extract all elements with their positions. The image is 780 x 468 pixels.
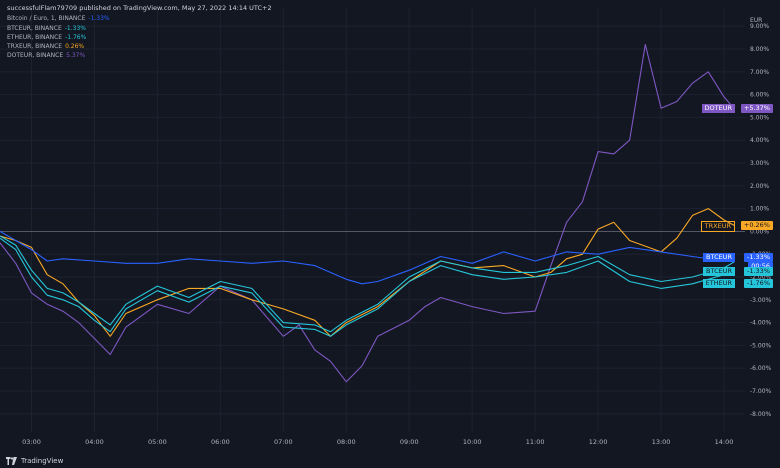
y-tick-label: 7.00% xyxy=(750,69,769,76)
tag-name-btc-2: BTCEUR xyxy=(703,267,735,277)
time-axis[interactable]: 03:00 04:00 05:00 06:00 07:00 08:00 09:00 10:00… xyxy=(22,438,733,446)
y-tick-label: 3.00% xyxy=(750,160,769,167)
legend-item[interactable]: Bitcoin / Euro, 1, BINANCE -1.33% xyxy=(7,15,110,22)
chart-grid xyxy=(0,8,745,432)
legend-value: -1.33% xyxy=(88,15,110,22)
tag-name-dot: DOTEUR xyxy=(701,104,735,114)
legend-label: BTCEUR, BINANCE xyxy=(7,25,62,32)
y-tick-label: 6.00% xyxy=(750,92,769,99)
legend-label: DOTEUR, BINANCE xyxy=(7,52,64,59)
x-tick-label: 13:00 xyxy=(652,438,671,446)
legend-label: TRXEUR, BINANCE xyxy=(7,43,63,50)
legend-label: ETHEUR, BINANCE xyxy=(7,34,63,41)
legend-item[interactable]: BTCEUR, BINANCE -1.33% xyxy=(7,25,86,32)
tradingview-logo-icon xyxy=(6,457,17,465)
y-tick-label: 9.00% xyxy=(750,23,769,30)
y-tick-label: -8.00% xyxy=(750,411,772,418)
x-tick-label: 07:00 xyxy=(274,438,293,446)
y-tick-label: 1.00% xyxy=(750,206,769,213)
x-tick-label: 06:00 xyxy=(211,438,230,446)
price-tag-btc: -1.33% xyxy=(744,253,773,263)
y-tick-label: 8.00% xyxy=(750,46,769,53)
price-tag-eth: -1.76% xyxy=(744,279,773,289)
y-tick-label: 0.00% xyxy=(750,228,769,235)
footer: TradingView xyxy=(0,454,780,468)
series-line-etheur xyxy=(0,237,735,337)
x-tick-label: 10:00 xyxy=(463,438,482,446)
legend-value: 5.37% xyxy=(66,52,86,59)
x-tick-label: 09:00 xyxy=(400,438,419,446)
price-tag-dot: +5.37% xyxy=(740,104,773,114)
y-tick-label: -6.00% xyxy=(750,365,772,372)
y-tick-label: 4.00% xyxy=(750,137,769,144)
x-tick-label: 14:00 xyxy=(715,438,734,446)
x-tick-label: 08:00 xyxy=(337,438,356,446)
y-tick-label: 2.00% xyxy=(750,183,769,190)
x-tick-label: 12:00 xyxy=(589,438,608,446)
y-tick-label: -4.00% xyxy=(750,320,772,327)
brand-name: TradingView xyxy=(21,457,64,465)
publisher-caption: successfulFlam79709 published on Trading… xyxy=(7,4,272,12)
legend-item[interactable]: TRXEUR, BINANCE 0.26% xyxy=(7,43,84,50)
tag-name-btc: BTCEUR xyxy=(703,253,735,263)
y-tick-label: -7.00% xyxy=(750,388,772,395)
x-tick-label: 11:00 xyxy=(526,438,545,446)
price-tag-trx: +0.26% xyxy=(740,220,773,230)
series-lines xyxy=(0,43,735,383)
axis-currency: EUR xyxy=(750,17,762,24)
legend-value: 0.26% xyxy=(65,43,85,50)
series-line-btceur xyxy=(0,235,735,333)
legend-value: -1.33% xyxy=(64,25,86,32)
series-line-doteur xyxy=(0,43,735,383)
y-tick-label: -3.00% xyxy=(750,297,772,304)
legend-item[interactable]: ETHEUR, BINANCE -1.76% xyxy=(7,34,86,41)
y-tick-label: -5.00% xyxy=(750,342,772,349)
legend-item[interactable]: DOTEUR, BINANCE 5.37% xyxy=(7,52,85,59)
y-tick-label: -2.00% xyxy=(750,274,772,281)
tag-name-trx: TRXEUR xyxy=(700,220,735,232)
x-tick-label: 03:00 xyxy=(22,438,41,446)
price-tag-btc-2: -1.33% xyxy=(744,267,773,277)
x-tick-label: 05:00 xyxy=(148,438,167,446)
bar-countdown: 00:56 xyxy=(748,262,773,272)
tag-name-eth: ETHEUR xyxy=(702,279,735,289)
legend-value: -1.76% xyxy=(65,34,87,41)
series-line-trxeur xyxy=(0,208,735,337)
y-tick-label: 5.00% xyxy=(750,114,769,121)
x-tick-label: 04:00 xyxy=(85,438,104,446)
series-line-bitcoin-euro xyxy=(0,230,735,285)
legend-label: Bitcoin / Euro, 1, BINANCE xyxy=(7,15,86,22)
